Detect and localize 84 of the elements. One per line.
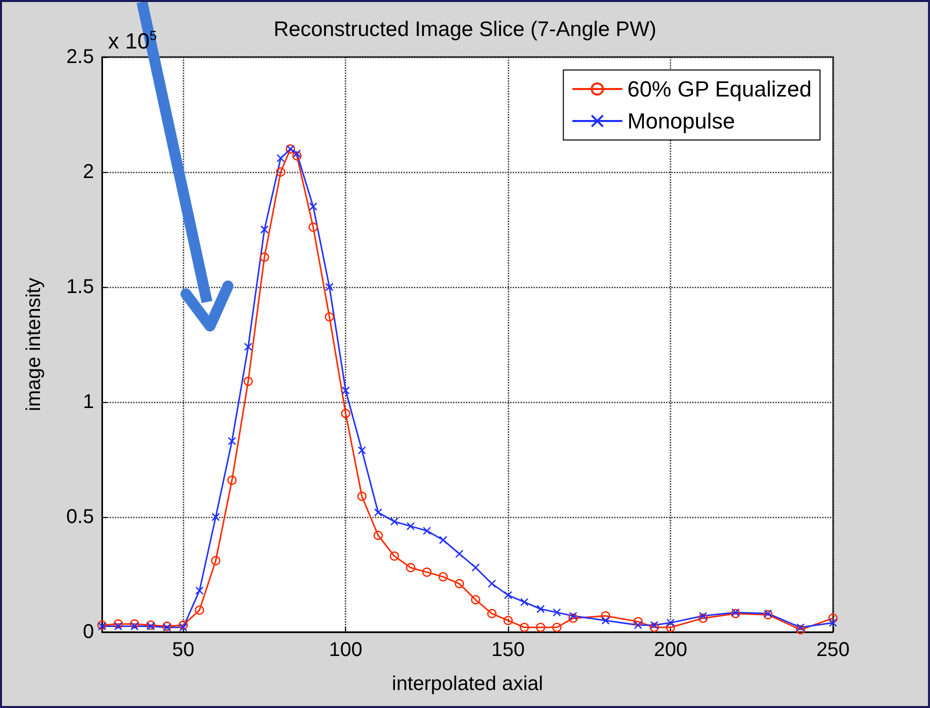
point: [130, 619, 140, 629]
point: [422, 568, 432, 577]
y-axis-title: image intensity: [23, 278, 45, 412]
point: [633, 617, 643, 626]
point: [455, 550, 464, 558]
point: [536, 604, 545, 614]
point: [634, 620, 642, 630]
point: [438, 536, 448, 544]
point: [341, 408, 350, 418]
point: [114, 619, 123, 629]
x-tick-label: 100: [328, 639, 362, 661]
point: [698, 614, 708, 623]
point: [828, 618, 838, 627]
point: [309, 202, 318, 211]
point: [698, 612, 708, 620]
point: [406, 522, 415, 530]
point: [244, 376, 253, 386]
point: [503, 616, 513, 626]
point: [374, 508, 382, 517]
point: [666, 618, 675, 627]
point: [487, 608, 497, 618]
point: [520, 598, 529, 606]
point: [422, 526, 432, 535]
point: [568, 612, 578, 620]
y-tick-label: 0.5: [66, 506, 94, 528]
y-tick-label: 2: [82, 161, 94, 183]
x-axis-title: interpolated axial: [392, 673, 544, 695]
point: [178, 620, 188, 630]
point: [828, 614, 838, 623]
point: [276, 167, 286, 177]
point: [130, 622, 139, 630]
point: [211, 556, 220, 566]
point: [228, 436, 236, 446]
point: [179, 623, 188, 632]
x-tick-label: 50: [172, 639, 194, 661]
point: [601, 616, 610, 625]
point: [292, 149, 302, 158]
point: [357, 492, 367, 501]
legend-label: Monopulse: [627, 108, 735, 134]
point: [308, 222, 318, 232]
point: [114, 622, 122, 630]
point: [666, 622, 676, 632]
point: [406, 562, 416, 572]
point: [796, 623, 805, 632]
point: [324, 312, 334, 322]
x-tick-label: 250: [816, 639, 850, 661]
point: [194, 606, 204, 615]
point: [227, 476, 237, 485]
point: [568, 614, 578, 623]
y-tick-label: 1.5: [66, 276, 94, 298]
point: [374, 530, 383, 540]
point: [244, 342, 252, 351]
point: [520, 622, 530, 632]
point: [292, 151, 302, 161]
point: [438, 572, 448, 582]
point: [260, 252, 270, 262]
point: [454, 579, 464, 588]
y-tick-label: 0: [82, 621, 94, 643]
point: [650, 620, 658, 630]
point: [260, 225, 269, 234]
point: [650, 622, 659, 632]
point: [504, 591, 512, 600]
x-tick-label: 150: [491, 639, 525, 661]
point: [488, 580, 496, 588]
point: [552, 622, 562, 632]
point: [552, 608, 561, 617]
point: [358, 446, 366, 454]
chart-title: Reconstructed Image Slice (7-Angle PW): [274, 18, 656, 41]
point: [536, 622, 546, 632]
point: [470, 595, 480, 604]
point: [325, 282, 334, 292]
y-tick-label: 1: [82, 391, 94, 413]
point: [195, 586, 204, 595]
point: [390, 551, 400, 561]
point: [600, 611, 610, 621]
point: [212, 512, 220, 522]
legend-label: 60% GP Equalized: [627, 76, 812, 102]
point: [796, 625, 806, 634]
y-tick-label: 2.5: [66, 46, 94, 68]
point: [276, 154, 285, 162]
point: [471, 563, 480, 572]
x-tick-label: 200: [654, 639, 688, 661]
point: [342, 386, 350, 395]
point: [390, 517, 399, 526]
